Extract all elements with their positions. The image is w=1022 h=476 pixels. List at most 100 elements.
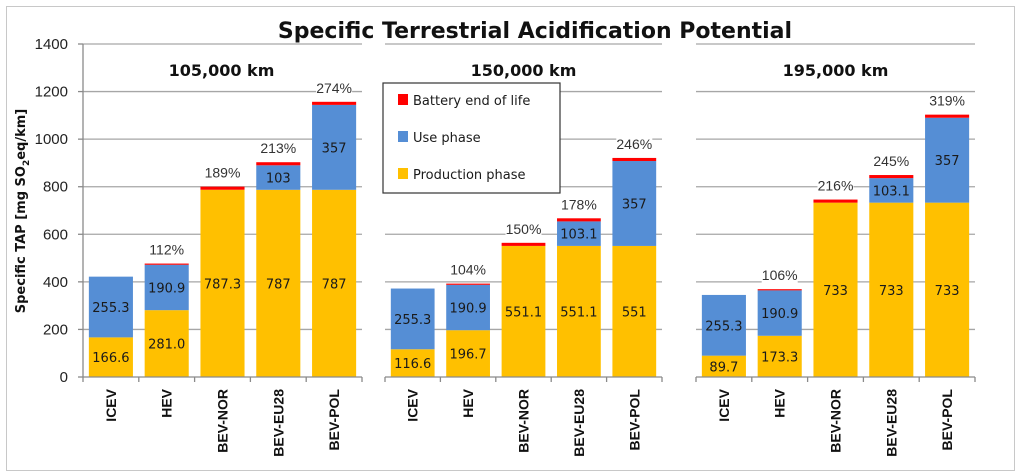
percent-label: 106% [762,267,798,283]
x-tick-label: ICEV [716,388,732,421]
bar-segment-production-phase [256,189,301,377]
percent-label-bg [929,92,966,110]
bar-segment-production-phase [925,202,970,377]
bar-data-label: 357 [622,197,647,212]
y-tick-label: 1200 [35,84,68,101]
percent-label: 150% [506,221,542,237]
bar-segment-battery-end-of-life [612,157,657,162]
bar-segment-use-phase [390,288,435,350]
bar-segment-production-phase [869,202,914,377]
y-tick-label: 400 [43,274,68,291]
percent-label-bg [505,220,542,238]
x-tick-label: BEV-EU28 [270,389,286,457]
bar-segment-production-phase [144,310,189,377]
bar-segment-production-phase [557,245,601,377]
bar-segment-battery-end-of-life [757,289,802,291]
bar-segment-production-phase [88,337,133,377]
bar-data-label: 551.1 [505,305,542,320]
bar-segment-use-phase [869,178,914,203]
legend-box [382,82,561,194]
bar-data-label: 787 [266,277,291,292]
percent-label-bg [204,164,241,182]
x-tick-label: ICEV [405,388,421,421]
bar-data-label: 255.3 [394,313,431,328]
x-tick-label: BEV-NOR [828,389,844,453]
bar-segment-battery-end-of-life [557,218,601,222]
bar-data-label: 733 [935,284,960,299]
bar-segment-use-phase [88,276,133,338]
legend-swatch-battery [398,94,408,105]
y-tick-label: 600 [43,226,68,243]
bars [88,101,970,377]
bar-data-label: 733 [823,284,848,299]
percent-label-bg [148,241,185,259]
percent-label: 213% [260,140,296,156]
y-tick-label: 1000 [35,131,68,148]
bar-data-label: 255.3 [705,319,742,334]
legend-label-production: Production phase [413,168,526,183]
bar-segment-production-phase [612,245,657,377]
bar-segment-production-phase [701,355,746,377]
percent-label-bg [761,267,798,285]
bar-segment-use-phase [256,165,301,190]
y-tick-label: 200 [43,321,68,338]
legend-swatch-production [398,168,408,179]
x-tick-label: BEV-POL [326,389,342,451]
bar-segment-battery-end-of-life [200,186,245,190]
legend-swatch-use [398,131,408,142]
x-tick-label: ICEV [103,388,119,421]
bar-data-label: 103.1 [560,228,597,243]
bar-data-label: 551 [622,305,647,320]
bar-data-label: 787 [322,277,347,292]
x-tick-label: BEV-EU28 [883,389,899,457]
bar-segment-use-phase [925,117,970,203]
bar-data-label: 281.0 [148,338,185,353]
x-tick-label: BEV-NOR [215,389,231,453]
x-tick-label: BEV-NOR [516,389,532,453]
bar-segment-production-phase [390,349,435,377]
bar-segment-production-phase [312,189,357,377]
bar-segment-battery-end-of-life [925,114,970,118]
x-tick-label: HEV [772,388,788,417]
bar-segment-use-phase [612,161,657,246]
x-tick-label: HEV [159,388,175,417]
x-tick-label: HEV [460,388,476,417]
bar-segment-use-phase [144,264,189,311]
y-tick-label: 1400 [35,36,68,53]
bar-data-label: 173.3 [761,350,798,365]
x-tick-label: BEV-EU28 [571,389,587,457]
chart-frame [6,6,1015,471]
axes [78,43,976,382]
percent-label: 245% [873,153,909,169]
bar-segment-use-phase [701,294,746,356]
y-axis-label: Specific TAP [mg SO2eq/km] [14,109,32,314]
percent-label: 216% [818,178,854,194]
bar-segment-battery-end-of-life [501,242,546,246]
bar-segment-use-phase [312,104,357,190]
percent-label-bg [450,261,487,279]
legend-label-battery: Battery end of life [413,94,530,109]
bar-segment-battery-end-of-life [312,101,357,105]
percent-label-bg [560,196,597,214]
bar-segment-production-phase [501,245,546,377]
bar-data-label: 787.3 [204,277,241,292]
percent-label: 246% [616,136,652,152]
bar-data-label: 190.9 [148,281,185,296]
percent-label-bg [817,177,854,195]
percent-label: 178% [561,196,597,212]
panel-title: 150,000 km [471,61,577,80]
percent-label-bg [616,135,653,153]
bar-segment-production-phase [446,330,490,377]
bar-segment-use-phase [557,221,601,246]
bar-segment-battery-end-of-life [256,162,301,166]
bar-segment-production-phase [200,189,245,377]
bar-segment-production-phase [757,335,802,377]
bar-data-label: 551.1 [560,305,597,320]
percent-label-bg [873,153,910,171]
bar-segment-use-phase [757,290,802,336]
bar-data-label: 103 [266,172,291,187]
bar-data-label: 89.7 [709,360,738,375]
bar-data-label: 733 [879,284,904,299]
legend: Battery end of life Use phase Production… [382,82,561,194]
bar-data-label: 357 [322,141,347,156]
